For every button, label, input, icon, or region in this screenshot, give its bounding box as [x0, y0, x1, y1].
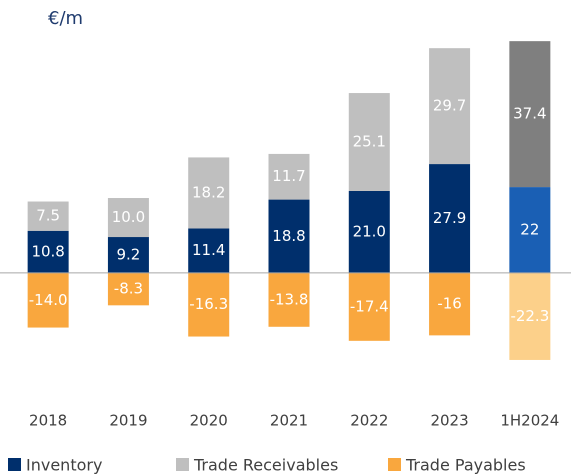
bar-segment [348, 93, 390, 191]
bar-segment [429, 272, 471, 336]
value-label: 11.4 [192, 241, 225, 259]
value-label: -13.8 [270, 290, 309, 308]
legend-label: Trade Receivables [193, 456, 338, 475]
bar-segment [107, 237, 149, 273]
value-label: 22 [520, 221, 539, 239]
unit-label: €/m [48, 8, 83, 29]
value-label: 7.5 [36, 207, 60, 225]
legend-swatch [176, 458, 189, 471]
bar-segment [107, 272, 149, 306]
x-tick-label: 2020 [190, 412, 228, 430]
x-tick-label: 2021 [270, 412, 308, 430]
legend-swatch [388, 458, 401, 471]
value-label: 29.7 [433, 97, 466, 115]
value-label: 10.8 [31, 242, 64, 260]
value-label: -16.3 [189, 295, 228, 313]
legend-label: Inventory [26, 456, 102, 475]
bar-segment [188, 157, 230, 229]
value-label: -8.3 [114, 280, 143, 298]
x-tick-label: 2019 [109, 412, 147, 430]
bar-segment [188, 228, 230, 273]
value-label: 21.0 [353, 222, 386, 240]
x-tick-label: 2018 [29, 412, 67, 430]
x-tick-label: 2023 [430, 412, 468, 430]
bar-segment [509, 41, 551, 188]
bar-segment [429, 48, 471, 165]
x-tick-label: 2022 [350, 412, 388, 430]
bar-segment [268, 199, 310, 273]
value-label: -17.4 [350, 297, 389, 315]
bar-segment [509, 272, 551, 360]
legend-swatch [8, 458, 21, 471]
bar-segment [107, 198, 149, 238]
bar-segment [268, 153, 310, 200]
bar-segment [268, 272, 310, 327]
value-label: 25.1 [353, 133, 386, 151]
bar-segment [509, 187, 551, 273]
bar-segment [429, 164, 471, 273]
bar-segment [27, 230, 69, 273]
value-label: 10.0 [112, 208, 145, 226]
value-label: 18.2 [192, 183, 225, 201]
bar-segment [188, 272, 230, 337]
value-label: 9.2 [116, 245, 140, 263]
bar-segment [27, 201, 69, 231]
bar-segment [348, 190, 390, 273]
value-label: -22.3 [510, 307, 549, 325]
bar-segment [348, 272, 390, 341]
legend-label: Trade Payables [405, 456, 526, 475]
value-label: -16 [437, 295, 462, 313]
value-label: -14.0 [29, 291, 68, 309]
value-label: 27.9 [433, 209, 466, 227]
value-label: 11.7 [272, 167, 305, 185]
x-tick-label: 1H2024 [500, 412, 559, 430]
bar-segment [27, 272, 69, 328]
value-label: 18.8 [272, 227, 305, 245]
value-label: 37.4 [513, 105, 546, 123]
